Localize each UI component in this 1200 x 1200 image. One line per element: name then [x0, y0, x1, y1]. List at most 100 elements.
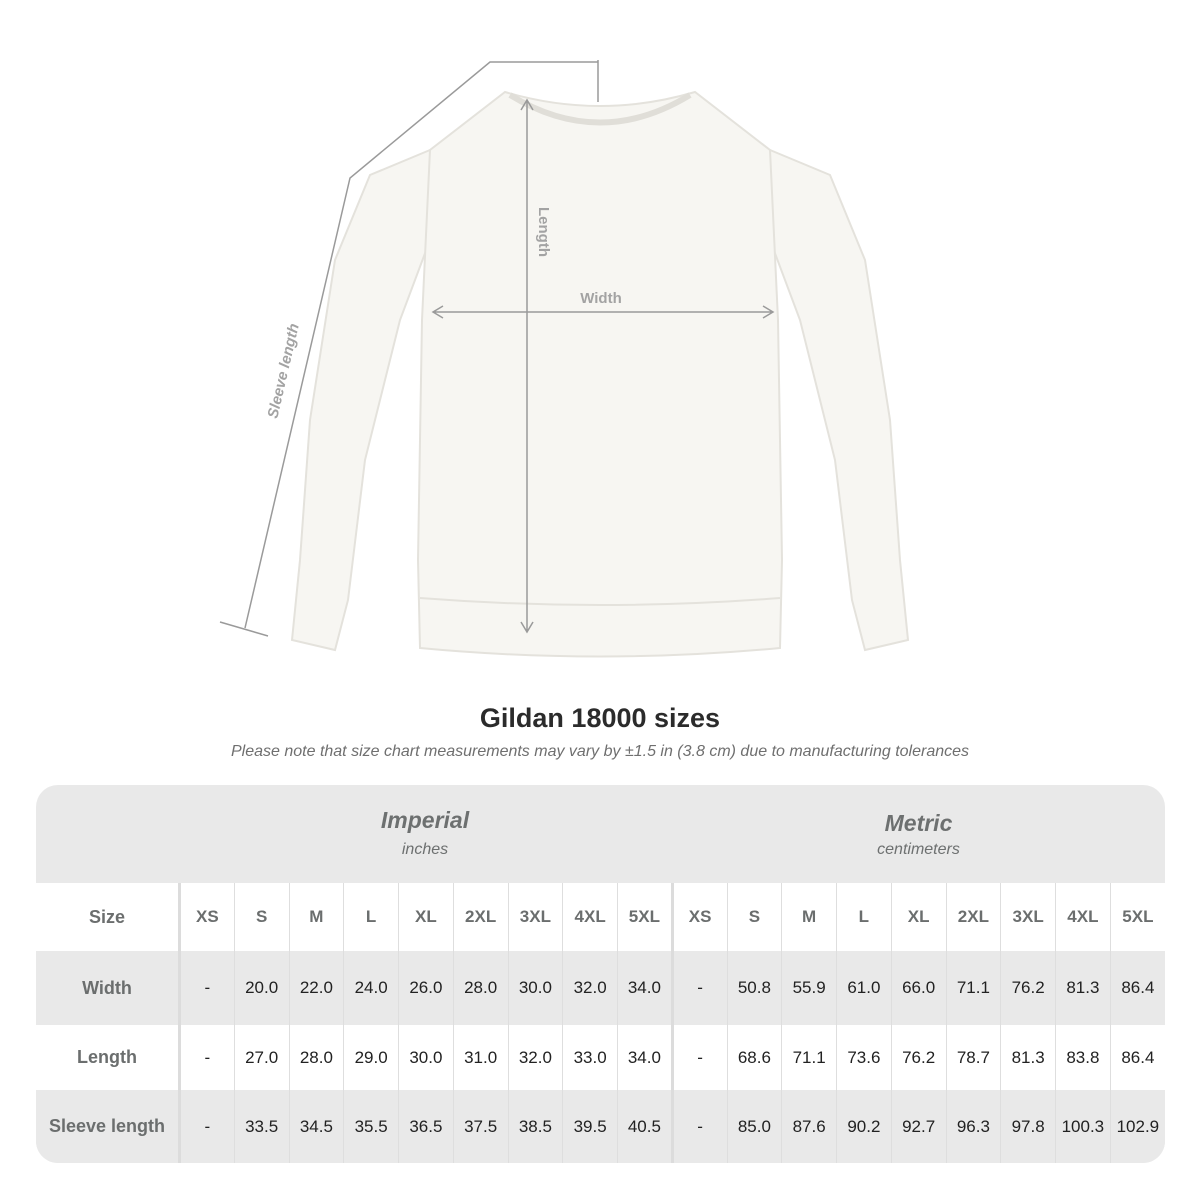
left-sleeve [290, 148, 431, 652]
imperial-size-xs: XS [178, 883, 235, 951]
width-label: Width [580, 290, 622, 307]
collar [508, 92, 692, 126]
imperial-size-xl: XL [398, 883, 454, 951]
metric-size-m: M [781, 883, 837, 951]
metric-value: 73.6 [836, 1025, 892, 1090]
metric-unit: centimeters [877, 841, 960, 858]
metric-value: 76.2 [1000, 951, 1056, 1025]
imperial-size-s: S [233, 883, 289, 951]
metric-value: 100.3 [1055, 1090, 1111, 1163]
metric-value: 85.0 [726, 1090, 782, 1163]
table-row: Sleeve length -33.5 34.5 35.5 36.5 37.5 38.5 39… [36, 1090, 1165, 1163]
imperial-value: 29.0 [343, 1025, 399, 1090]
metric-size-4xl: 4XL [1055, 883, 1111, 951]
metric-value: 71.1 [945, 951, 1001, 1025]
imperial-value: 20.0 [233, 951, 289, 1025]
width-line [431, 305, 775, 319]
row-label: Length [36, 1025, 180, 1090]
sleeve-length-line [219, 60, 599, 637]
metric-value: 86.4 [1109, 1025, 1165, 1090]
imperial-size-l: L [343, 883, 399, 951]
imperial-value: 28.0 [452, 951, 508, 1025]
imperial-value: 34.5 [288, 1090, 344, 1163]
metric-value: 97.8 [1000, 1090, 1056, 1163]
imperial-header: Imperial inches [178, 785, 672, 883]
table-row: Length -27.0 28.0 29.0 30.0 31.0 32.0 33.0 34.0-… [36, 1025, 1165, 1090]
size-chart: Imperial inches Metric centimeters Size X… [36, 785, 1165, 1163]
imperial-value: 35.5 [343, 1090, 399, 1163]
metric-value: - [670, 1090, 727, 1163]
imperial-value: 27.0 [233, 1025, 289, 1090]
metric-value: 55.9 [781, 951, 837, 1025]
metric-header: Metric centimeters [672, 785, 1165, 883]
imperial-value: 34.0 [617, 1025, 673, 1090]
metric-value: 96.3 [945, 1090, 1001, 1163]
imperial-size-3xl: 3XL [507, 883, 563, 951]
imperial-size-2xl: 2XL [452, 883, 508, 951]
metric-size-l: L [836, 883, 892, 951]
metric-size-xl: XL [890, 883, 946, 951]
row-label: Width [36, 951, 180, 1025]
imperial-value: 33.5 [233, 1090, 289, 1163]
table-row: Width -20.0 22.0 24.0 26.0 28.0 30.0 32.0 34.0-5… [36, 951, 1165, 1025]
imperial-value: - [178, 1025, 235, 1090]
imperial-size-m: M [288, 883, 344, 951]
length-line [520, 98, 534, 634]
imperial-value: 38.5 [507, 1090, 563, 1163]
imperial-size-5xl: 5XL [617, 883, 673, 951]
metric-value: 71.1 [781, 1025, 837, 1090]
measure-lines [219, 60, 775, 637]
metric-value: 86.4 [1109, 951, 1165, 1025]
metric-value: 61.0 [836, 951, 892, 1025]
imperial-value: 37.5 [452, 1090, 508, 1163]
metric-size-3xl: 3XL [1000, 883, 1056, 951]
imperial-value: 36.5 [398, 1090, 454, 1163]
metric-value: - [670, 1025, 727, 1090]
imperial-value: 32.0 [562, 951, 618, 1025]
sweatshirt-illustration: Length Width Sleeve length [219, 60, 910, 658]
metric-value: 92.7 [890, 1090, 946, 1163]
metric-value: 102.9 [1109, 1090, 1165, 1163]
body [416, 90, 784, 658]
metric-value: 50.8 [726, 951, 782, 1025]
tolerance-note: Please note that size chart measurements… [230, 743, 970, 760]
metric-value: 81.3 [1055, 951, 1111, 1025]
metric-size-2xl: 2XL [945, 883, 1001, 951]
imperial-value: 34.0 [617, 951, 673, 1025]
imperial-value: 22.0 [288, 951, 344, 1025]
imperial-value: 28.0 [288, 1025, 344, 1090]
imperial-value: 32.0 [507, 1025, 563, 1090]
metric-value: 76.2 [890, 1025, 946, 1090]
size-table: Size XS S M L XL 2XL 3XL 4XL 5XL XS S M L XL 2XL 3XL 4XL 5… [36, 883, 1165, 1163]
metric-value: 66.0 [890, 951, 946, 1025]
size-header-row: Size XS S M L XL 2XL 3XL 4XL 5XL XS S M L XL 2XL 3XL 4XL 5… [36, 883, 1165, 951]
imperial-value: 33.0 [562, 1025, 618, 1090]
imperial-value: 30.0 [507, 951, 563, 1025]
imperial-value: 30.0 [398, 1025, 454, 1090]
imperial-value: 40.5 [617, 1090, 673, 1163]
metric-value: 90.2 [836, 1090, 892, 1163]
metric-size-5xl: 5XL [1109, 883, 1165, 951]
imperial-value: 31.0 [452, 1025, 508, 1090]
metric-value: 87.6 [781, 1090, 837, 1163]
metric-value: 78.7 [945, 1025, 1001, 1090]
imperial-unit: inches [401, 841, 449, 858]
imperial-value: 39.5 [562, 1090, 618, 1163]
imperial-size-4xl: 4XL [562, 883, 618, 951]
metric-value: 83.8 [1055, 1025, 1111, 1090]
page-title: Gildan 18000 sizes [479, 703, 721, 733]
metric-value: - [670, 951, 727, 1025]
right-sleeve [769, 148, 910, 652]
row-label: Sleeve length [36, 1090, 180, 1163]
metric-size-s: S [726, 883, 782, 951]
metric-value: 68.6 [726, 1025, 782, 1090]
imperial-value: 26.0 [398, 951, 454, 1025]
imperial-value: - [178, 1090, 235, 1163]
metric-value: 81.3 [1000, 1025, 1056, 1090]
sweatshirt [290, 90, 910, 658]
imperial-label: Imperial [380, 807, 470, 833]
length-label: Length [535, 207, 552, 257]
imperial-value: 24.0 [343, 951, 399, 1025]
waistband [419, 597, 781, 606]
metric-label: Metric [884, 810, 953, 836]
